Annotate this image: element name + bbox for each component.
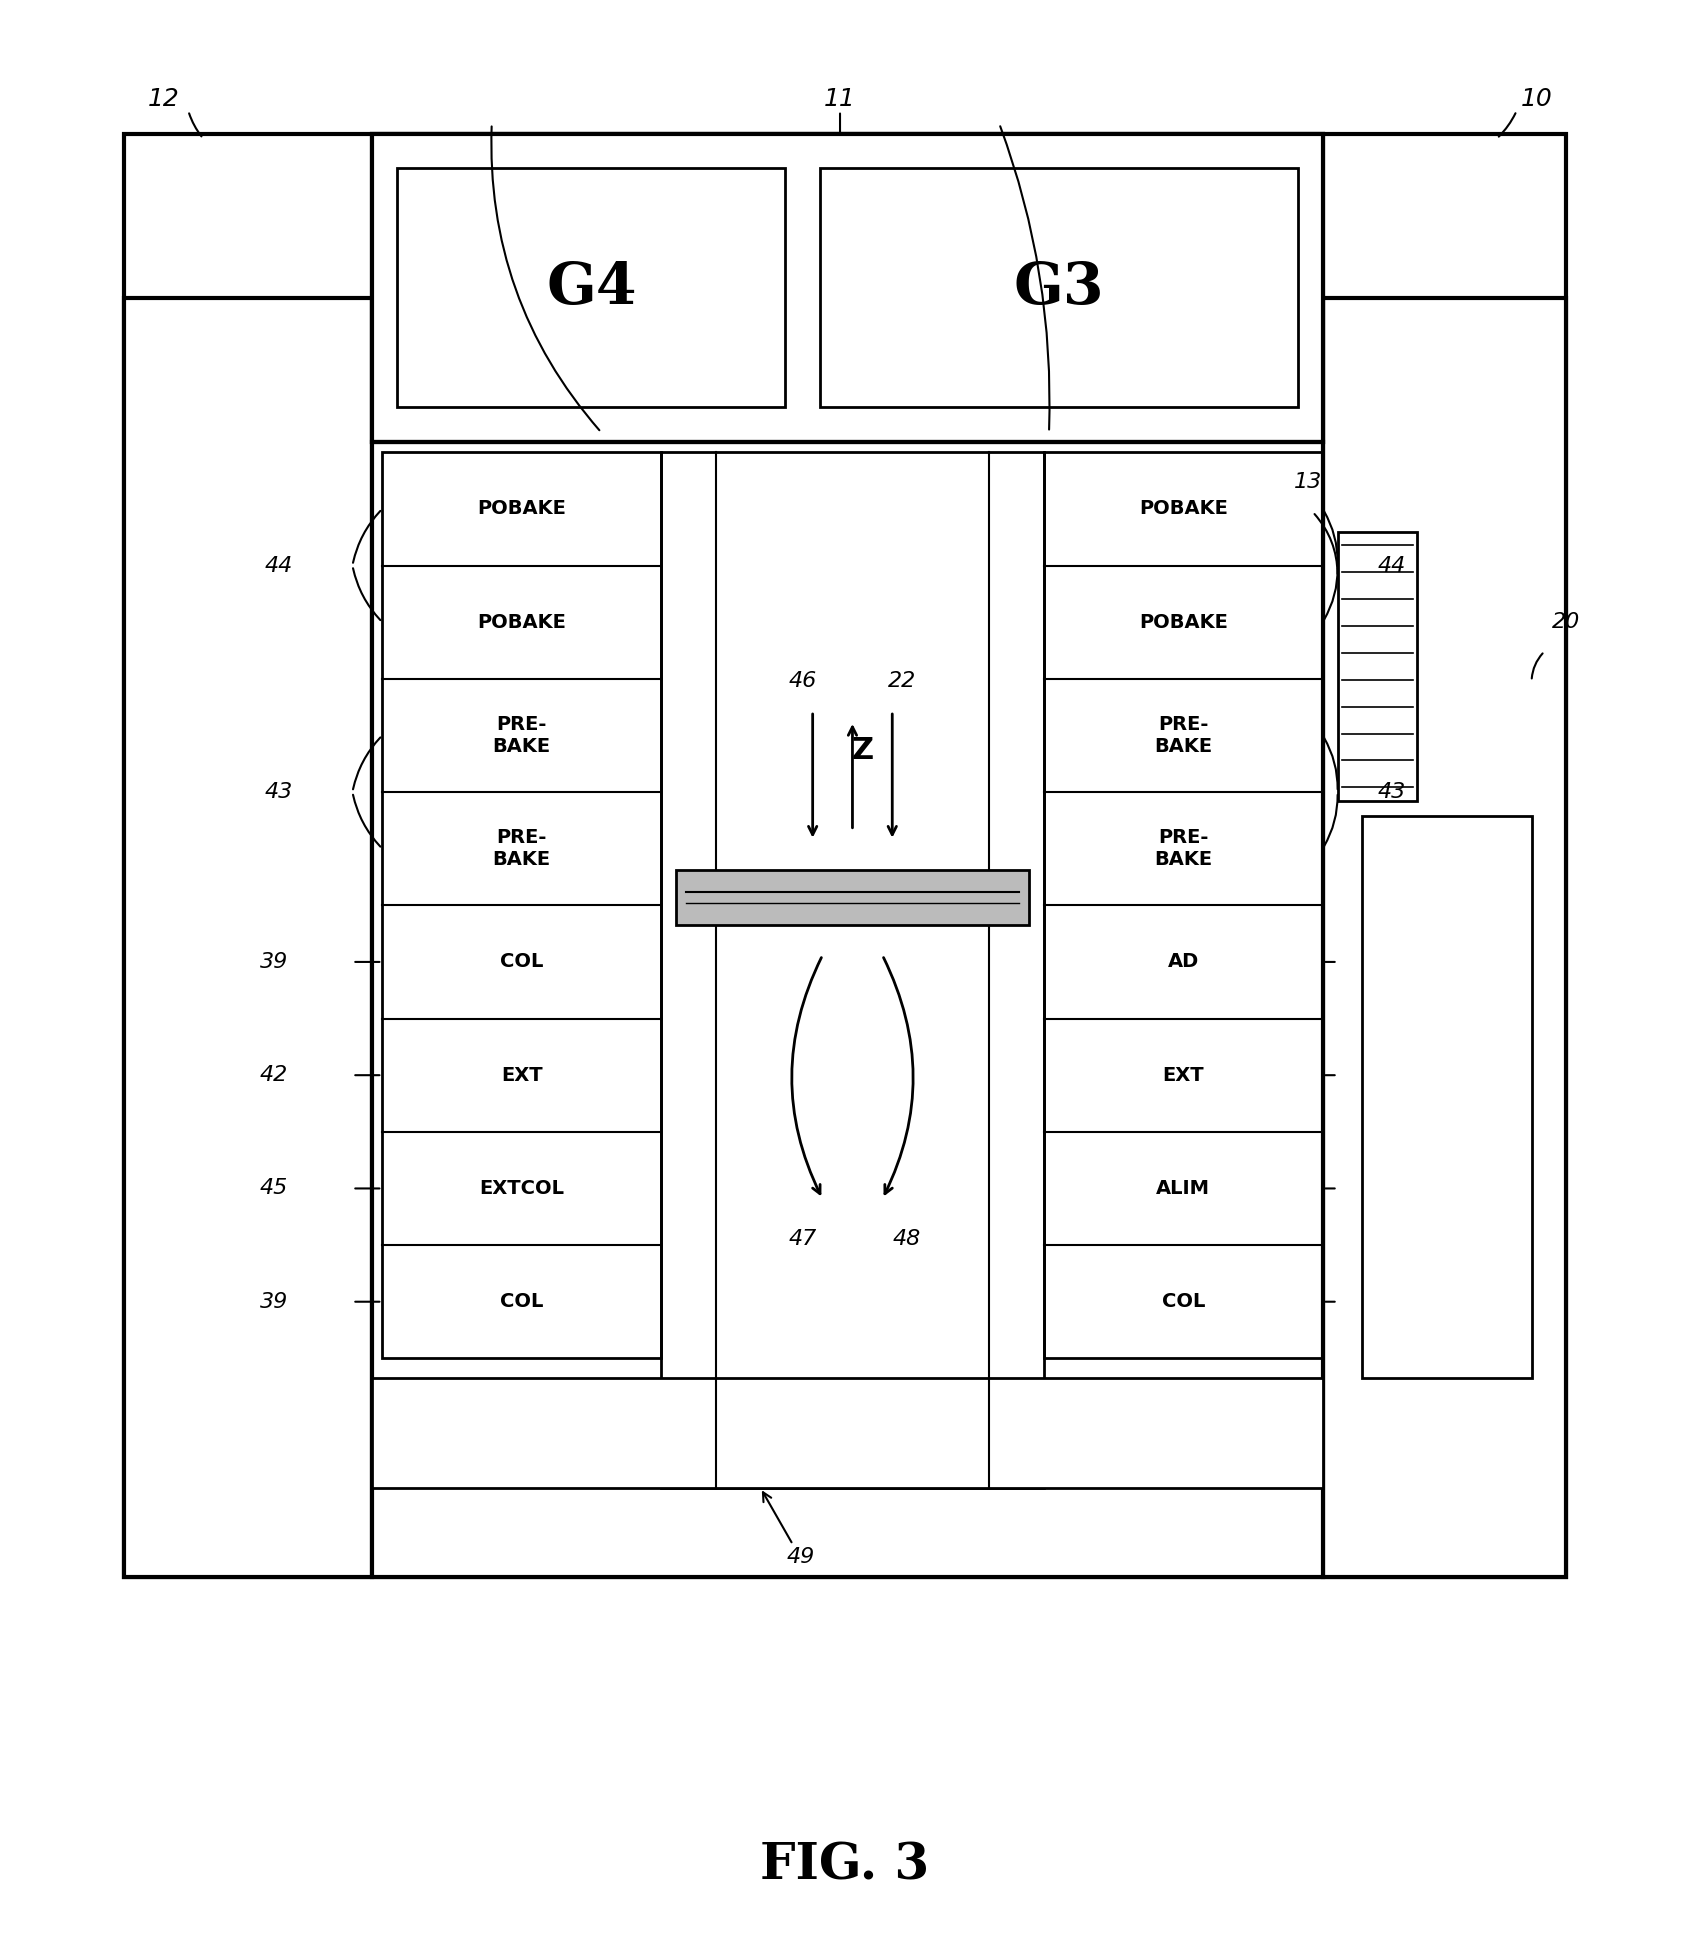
Text: 13: 13	[1294, 471, 1322, 493]
Text: 43: 43	[265, 781, 292, 803]
Text: 43: 43	[1377, 781, 1405, 803]
Bar	[1044, 452, 1322, 1358]
Text: POBAKE: POBAKE	[1138, 612, 1228, 631]
Text: PRE-
BAKE: PRE- BAKE	[1154, 828, 1213, 869]
Text: COL: COL	[1162, 1292, 1204, 1311]
Text: 11: 11	[824, 88, 856, 111]
Text: POBAKE: POBAKE	[1138, 499, 1228, 518]
Text: PRE-
BAKE: PRE- BAKE	[1154, 715, 1213, 756]
Text: 42: 42	[1382, 1066, 1410, 1085]
Text: ALIM: ALIM	[1157, 1179, 1211, 1198]
Text: POBAKE: POBAKE	[478, 612, 566, 631]
Text: Z: Z	[851, 736, 873, 766]
Text: 44: 44	[265, 555, 292, 575]
Text: 20: 20	[1552, 612, 1579, 631]
Text: 44: 44	[1377, 555, 1405, 575]
Text: COL: COL	[500, 1292, 544, 1311]
Text: 46: 46	[789, 672, 817, 692]
Bar	[123, 134, 1566, 1578]
Bar	[1363, 816, 1532, 1379]
Text: 47: 47	[789, 1229, 817, 1249]
Text: 41: 41	[1382, 1179, 1410, 1198]
Text: 22: 22	[888, 672, 917, 692]
Text: 39: 39	[260, 953, 287, 972]
Bar	[660, 452, 1044, 1488]
Text: FIG. 3: FIG. 3	[760, 1841, 929, 1892]
Text: 39: 39	[260, 1292, 287, 1311]
Text: 40: 40	[1382, 953, 1410, 972]
Bar	[397, 168, 785, 407]
Text: 39: 39	[1382, 1292, 1410, 1311]
Text: 48: 48	[893, 1229, 921, 1249]
Bar	[1322, 298, 1566, 1578]
Bar	[382, 452, 660, 1358]
Text: 12: 12	[147, 88, 179, 111]
Bar	[372, 134, 1322, 1578]
Text: POBAKE: POBAKE	[478, 499, 566, 518]
Text: PRE-
BAKE: PRE- BAKE	[493, 828, 551, 869]
Text: G3: G3	[1013, 259, 1105, 316]
Text: 10: 10	[1520, 88, 1552, 111]
Text: EXT: EXT	[502, 1066, 542, 1085]
Text: EXTCOL: EXTCOL	[480, 1179, 564, 1198]
Text: PRE-
BAKE: PRE- BAKE	[493, 715, 551, 756]
Text: 42: 42	[260, 1066, 287, 1085]
Text: 49: 49	[763, 1492, 814, 1568]
Bar	[372, 134, 1322, 442]
Bar	[821, 168, 1297, 407]
Bar	[676, 871, 1029, 925]
Text: G4: G4	[546, 259, 637, 316]
Bar	[123, 298, 372, 1578]
Bar	[1338, 532, 1417, 801]
Text: EXT: EXT	[1162, 1066, 1204, 1085]
Text: 45: 45	[260, 1179, 287, 1198]
Text: COL: COL	[500, 953, 544, 972]
Bar	[372, 1379, 1322, 1488]
Text: AD: AD	[1167, 953, 1199, 972]
